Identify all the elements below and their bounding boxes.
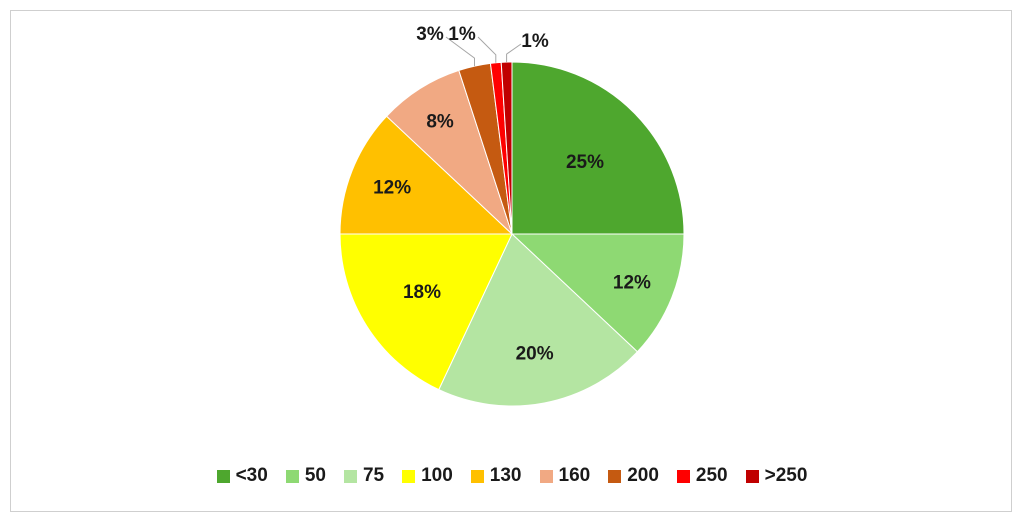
slice-label: 18%	[403, 282, 441, 303]
slice-label: 12%	[613, 273, 651, 294]
legend-item: 250	[676, 465, 728, 487]
legend-swatch	[676, 469, 690, 483]
legend-item: >250	[745, 465, 808, 487]
pie-slice	[438, 233, 639, 407]
legend-swatch	[343, 469, 357, 483]
legend-swatch	[745, 469, 759, 483]
slice-label: 1%	[448, 24, 476, 45]
legend-item: 50	[285, 465, 326, 487]
slice-label: 25%	[566, 152, 604, 173]
slice-label: 3%	[416, 24, 444, 45]
legend-swatch	[608, 469, 622, 483]
legend-label: 160	[558, 465, 591, 486]
legend-label: 50	[304, 465, 326, 486]
legend-item: 160	[539, 465, 591, 487]
legend-swatch	[470, 469, 484, 483]
legend-label: <30	[235, 465, 268, 486]
legend-item: 200	[608, 465, 659, 487]
legend-label: 200	[627, 465, 659, 486]
pie-slice	[510, 233, 685, 353]
legend-swatch	[285, 469, 299, 483]
legend-swatch	[402, 469, 416, 483]
pie-slice	[511, 61, 685, 235]
legend-item: 130	[470, 465, 522, 487]
legend-swatch	[539, 469, 553, 483]
slice-label: 12%	[373, 178, 411, 199]
legend-label: >250	[764, 465, 808, 486]
legend-label: 75	[362, 465, 385, 486]
leader-line	[445, 36, 475, 67]
legend: <30 50 75 100 130 160 200 250 >250	[0, 465, 1024, 487]
legend-label: 130	[489, 465, 522, 486]
leader-line	[506, 43, 522, 63]
slice-label: 8%	[426, 112, 454, 133]
pie-slice	[339, 115, 514, 235]
leader-line	[477, 36, 497, 63]
pie-slice	[339, 233, 513, 391]
slice-label: 20%	[516, 343, 554, 364]
legend-label: 250	[695, 465, 728, 486]
legend-swatch	[216, 469, 230, 483]
legend-item: 100	[402, 465, 453, 487]
slice-label: 1%	[521, 31, 549, 52]
legend-item: 75	[343, 465, 385, 487]
legend-label: 100	[421, 465, 453, 486]
legend-item: <30	[216, 465, 268, 487]
